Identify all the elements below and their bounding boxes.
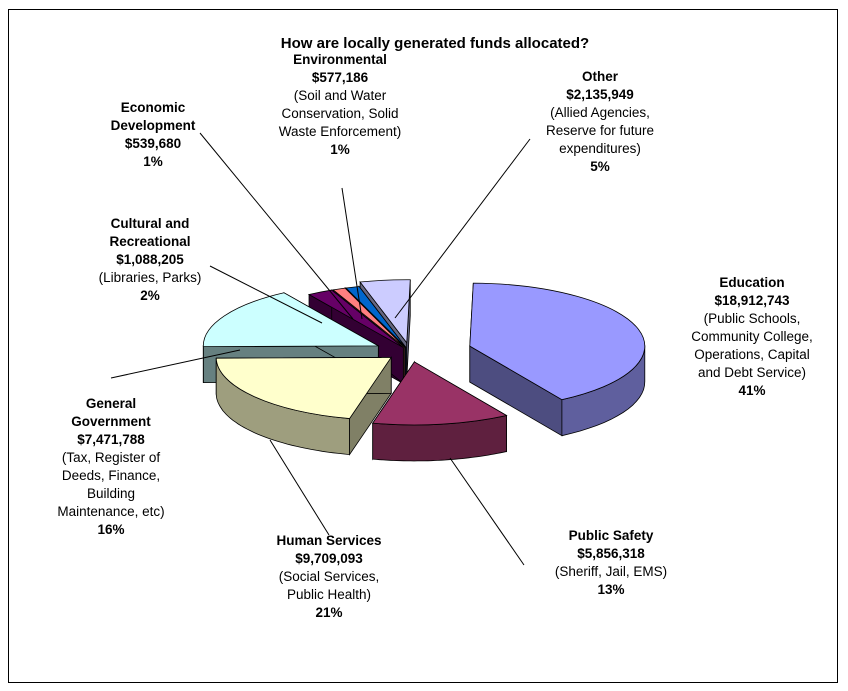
chart-frame <box>8 9 838 683</box>
slice-detail: (Tax, Register of <box>62 450 161 465</box>
slice-amount: $539,680 <box>125 136 181 151</box>
slice-percent: 16% <box>97 522 124 537</box>
slice-percent: 5% <box>590 159 610 174</box>
human-services-slice <box>215 356 392 419</box>
slice-name: Recreational <box>109 234 190 249</box>
human-services-label: Human Services $9,709,093 (Social Services… <box>276 533 381 620</box>
slice-name: Environmental <box>293 52 387 67</box>
slice-detail: Maintenance, etc) <box>57 504 164 519</box>
slice-name: Government <box>71 414 151 429</box>
slice-detail: (Sheriff, Jail, EMS) <box>555 564 667 579</box>
slice-percent: 1% <box>330 142 350 157</box>
slice-detail: Operations, Capital <box>694 347 810 362</box>
chart-title: How are locally generated funds allocate… <box>281 35 589 52</box>
economic-development-label: Economic Development $539,680 1% <box>111 100 196 169</box>
slice-amount: $7,471,788 <box>77 432 145 447</box>
slice-detail: Conservation, Solid <box>281 106 398 121</box>
slice-detail: Deeds, Finance, <box>62 468 160 483</box>
environmental-label: Environmental $577,186 (Soil and Water Cons… <box>279 52 402 157</box>
human-services-leader-line <box>269 439 330 536</box>
slice-detail: Reserve for future <box>546 123 654 138</box>
economic-development-slice <box>332 287 406 348</box>
other-leader-line <box>394 138 531 319</box>
environmental-slice <box>345 286 407 348</box>
slice-percent: 21% <box>315 605 342 620</box>
slice-detail: Waste Enforcement) <box>279 124 402 139</box>
cultural-recreational-slice <box>307 289 404 348</box>
slice-detail: expenditures) <box>559 141 641 156</box>
slice-amount: $18,912,743 <box>714 293 790 308</box>
slice-amount: $2,135,949 <box>566 87 634 102</box>
slice-detail: (Public Schools, <box>704 311 801 326</box>
environmental-leader-line <box>341 187 363 320</box>
general-government-leader-line <box>110 349 241 379</box>
slice-percent: 2% <box>140 288 160 303</box>
slice-name: Cultural and <box>111 216 190 231</box>
public-safety-leader-line <box>449 457 525 566</box>
slice-name: Development <box>111 118 196 133</box>
slice-detail: (Allied Agencies, <box>550 105 650 120</box>
slice-detail: Community College, <box>691 329 813 344</box>
slice-name: General <box>86 396 136 411</box>
slice-name: Other <box>582 69 619 84</box>
other-label: Other $2,135,949 (Allied Agencies, Reserve … <box>546 69 654 174</box>
education-slice <box>469 282 646 401</box>
slice-name: Human Services <box>276 533 381 548</box>
slice-detail: (Soil and Water <box>294 88 387 103</box>
slice-percent: 41% <box>738 383 765 398</box>
general-government-slice <box>202 292 380 348</box>
slice-percent: 1% <box>143 154 163 169</box>
slice-detail: Public Health) <box>287 587 371 602</box>
slice-detail: (Libraries, Parks) <box>99 270 202 285</box>
general-government-label: General Government $7,471,788 (Tax, Registe… <box>57 396 164 537</box>
slice-detail: and Debt Service) <box>698 365 806 380</box>
cultural-recreational-label: Cultural and Recreational $1,088,205 (Libra… <box>99 216 202 303</box>
slice-amount: $1,088,205 <box>116 252 184 267</box>
slice-amount: $577,186 <box>312 70 369 85</box>
slice-name: Economic <box>121 100 186 115</box>
public-safety-label: Public Safety $5,856,318 (Sheriff, Jail, E… <box>555 528 667 597</box>
slice-detail: (Social Services, <box>279 569 380 584</box>
public-safety-slice <box>372 361 508 426</box>
slice-name: Public Safety <box>569 528 654 543</box>
slice-amount: $5,856,318 <box>577 546 645 561</box>
cultural-recreational-leader-line <box>209 265 323 324</box>
slice-amount: $9,709,093 <box>295 551 363 566</box>
slice-detail: Building <box>87 486 135 501</box>
other-slice <box>359 279 411 344</box>
slice-percent: 13% <box>597 582 624 597</box>
slice-name: Education <box>719 275 784 290</box>
economic-development-leader-line <box>199 132 354 320</box>
education-label: Education $18,912,743 (Public Schools, Comm… <box>691 275 813 398</box>
